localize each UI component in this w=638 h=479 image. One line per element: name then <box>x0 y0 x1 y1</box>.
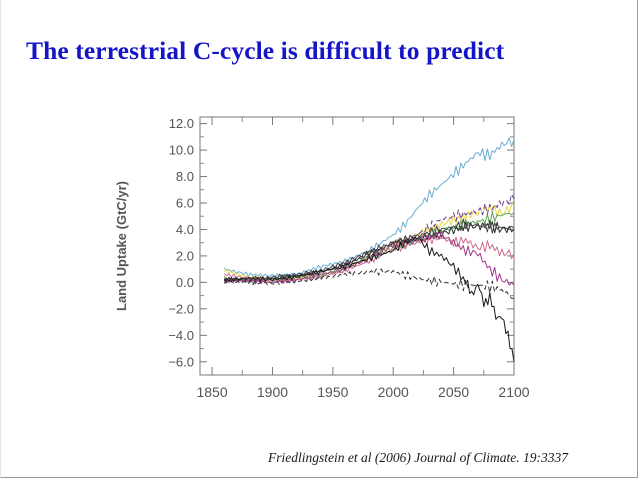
x-tick-label: 1850 <box>196 384 227 400</box>
y-tick-label: 2.0 <box>176 248 194 263</box>
x-tick-label: 2050 <box>438 384 469 400</box>
y-tick-label: 0.0 <box>176 275 194 290</box>
series-line-model-black-declining <box>223 236 515 362</box>
series-line-model-black-dashed <box>223 268 515 299</box>
x-tick-label: 1950 <box>317 384 348 400</box>
y-tick-label: 6.0 <box>176 196 194 211</box>
y-tick-label: −6.0 <box>168 354 194 369</box>
x-tick-label: 1900 <box>257 384 288 400</box>
y-tick-label: −2.0 <box>168 301 194 316</box>
series-line-model-black-b <box>223 218 515 284</box>
plot-frame <box>199 116 515 376</box>
y-tick-label: 4.0 <box>176 222 194 237</box>
y-tick-label: 12.0 <box>169 116 194 131</box>
y-tick-label: 10.0 <box>169 143 194 158</box>
x-tick-label: 2000 <box>378 384 409 400</box>
series-lines <box>223 137 515 362</box>
y-axis-label: Land Uptake (GtC/yr) <box>114 181 129 311</box>
y-tick-label: 8.0 <box>176 169 194 184</box>
citation: Friedlingstein et al (2006) Journal of C… <box>268 450 568 465</box>
y-tick-label: −4.0 <box>168 328 194 343</box>
series-line-model-magenta <box>223 230 515 286</box>
slide-title: The terrestrial C-cycle is difficult to … <box>26 36 505 65</box>
x-tick-label: 2100 <box>498 384 529 400</box>
